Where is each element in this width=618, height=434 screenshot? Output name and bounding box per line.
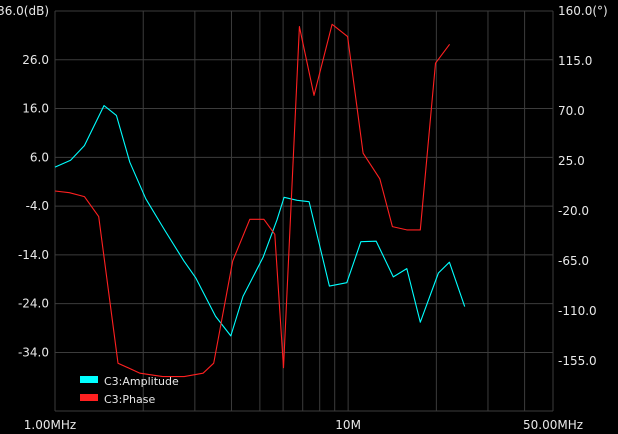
y-right-tick-label: -110.0 <box>558 304 597 318</box>
legend-label: C3:Amplitude <box>104 375 179 388</box>
y-left-tick-label: 16.0 <box>22 102 49 116</box>
y-left-tick-label: 6.0 <box>30 150 49 164</box>
y-right-tick-label: 70.0 <box>558 104 585 118</box>
legend-label: C3:Phase <box>104 393 155 406</box>
y-left-tick-label: 36.0(dB) <box>0 4 49 18</box>
y-left-tick-label: -24.0 <box>18 297 49 311</box>
y-right-tick-label: -155.0 <box>558 354 597 368</box>
y-right-tick-label: 25.0 <box>558 154 585 168</box>
y-right-tick-label: 160.0(°) <box>558 4 608 18</box>
grid-lines <box>54 10 554 412</box>
series-line-c3-amplitude <box>54 105 466 337</box>
legend-swatch <box>80 394 98 401</box>
y-left-tick-label: 26.0 <box>22 53 49 67</box>
y-left-tick-label: -34.0 <box>18 345 49 359</box>
series-layer <box>54 23 466 378</box>
x-tick-label: 1.00MHz <box>24 418 76 432</box>
series-line-c3-phase <box>54 23 451 378</box>
axes: 36.0(dB) 26.0 16.0 6.0 -4.0 -14.0 -24.0 -34.0 16… <box>0 4 608 432</box>
y-right-tick-label: 115.0 <box>558 54 592 68</box>
x-tick-label: 50.00MHz <box>523 418 583 432</box>
y-left-tick-label: -4.0 <box>26 199 49 213</box>
legend: C3:Amplitude C3:Phase <box>80 375 179 406</box>
y-right-tick-label: -20.0 <box>558 204 589 218</box>
x-tick-label: 10M <box>335 418 361 432</box>
legend-swatch <box>80 376 98 383</box>
y-right-tick-label: -65.0 <box>558 254 589 268</box>
y-left-tick-label: -14.0 <box>18 248 49 262</box>
